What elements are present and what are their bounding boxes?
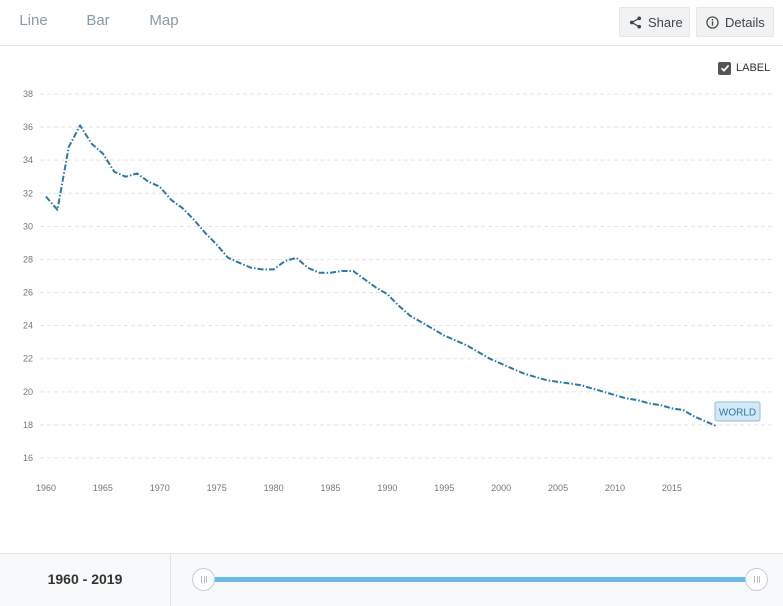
series-label-world: WORLD [719, 408, 756, 419]
year-range-display: 1960 - 2019 [0, 554, 171, 606]
series-line-world [45, 124, 718, 428]
label-toggle[interactable]: LABEL [718, 61, 770, 75]
x-tick-label: 1995 [434, 483, 454, 493]
range-separator: - [78, 571, 92, 587]
share-label: Share [648, 14, 683, 30]
x-tick-label: 1975 [207, 483, 227, 493]
y-tick-label: 32 [23, 188, 33, 198]
info-icon [706, 15, 719, 29]
x-tick-label: 2015 [662, 483, 682, 493]
tab-bar[interactable]: Bar [86, 12, 110, 29]
chart-tab-bar: Line Bar Map Share Details [0, 0, 783, 46]
y-tick-label: 28 [23, 254, 33, 264]
y-tick-label: 30 [23, 221, 33, 231]
details-label: Details [725, 14, 765, 30]
x-tick-label: 1970 [150, 483, 170, 493]
x-tick-label: 1960 [36, 483, 56, 493]
slider-handle-start[interactable] [192, 568, 215, 591]
y-tick-label: 20 [23, 387, 33, 397]
series-label-box [714, 401, 761, 422]
grip-icon [753, 576, 760, 583]
checkmark-icon [720, 64, 729, 72]
slider-handle-end[interactable] [745, 568, 768, 591]
x-tick-label: 1980 [264, 483, 284, 493]
y-tick-label: 38 [23, 89, 33, 99]
time-range-footer: 1960 - 2019 [0, 553, 783, 606]
y-tick-label: 34 [23, 155, 33, 165]
y-tick-label: 22 [23, 354, 33, 364]
x-tick-label: 2005 [548, 483, 568, 493]
range-start: 1960 [47, 571, 79, 587]
y-tick-label: 18 [23, 420, 33, 430]
x-tick-label: 2000 [491, 483, 511, 493]
label-toggle-text: LABEL [736, 62, 771, 74]
share-button[interactable]: Share [619, 7, 690, 37]
range-end: 2019 [91, 571, 123, 587]
x-tick-label: 1965 [93, 483, 113, 493]
grip-icon [200, 576, 207, 583]
x-tick-label: 1985 [320, 483, 340, 493]
label-checkbox[interactable] [718, 61, 731, 75]
share-icon [629, 15, 642, 29]
x-tick-label: 1990 [377, 483, 397, 493]
line-chart: 16 18 20 22 24 26 28 30 32 34 36 38 1960 1965 1970 1975… [23, 89, 775, 493]
details-button[interactable]: Details [696, 7, 774, 37]
tab-line[interactable]: Line [19, 12, 48, 29]
tab-map[interactable]: Map [149, 12, 179, 29]
y-tick-label: 26 [23, 288, 33, 298]
y-tick-label: 16 [23, 453, 33, 463]
x-tick-label: 2010 [605, 483, 625, 493]
y-tick-label: 24 [23, 321, 33, 331]
y-tick-label: 36 [23, 122, 33, 132]
year-range-slider-track[interactable] [204, 577, 756, 582]
